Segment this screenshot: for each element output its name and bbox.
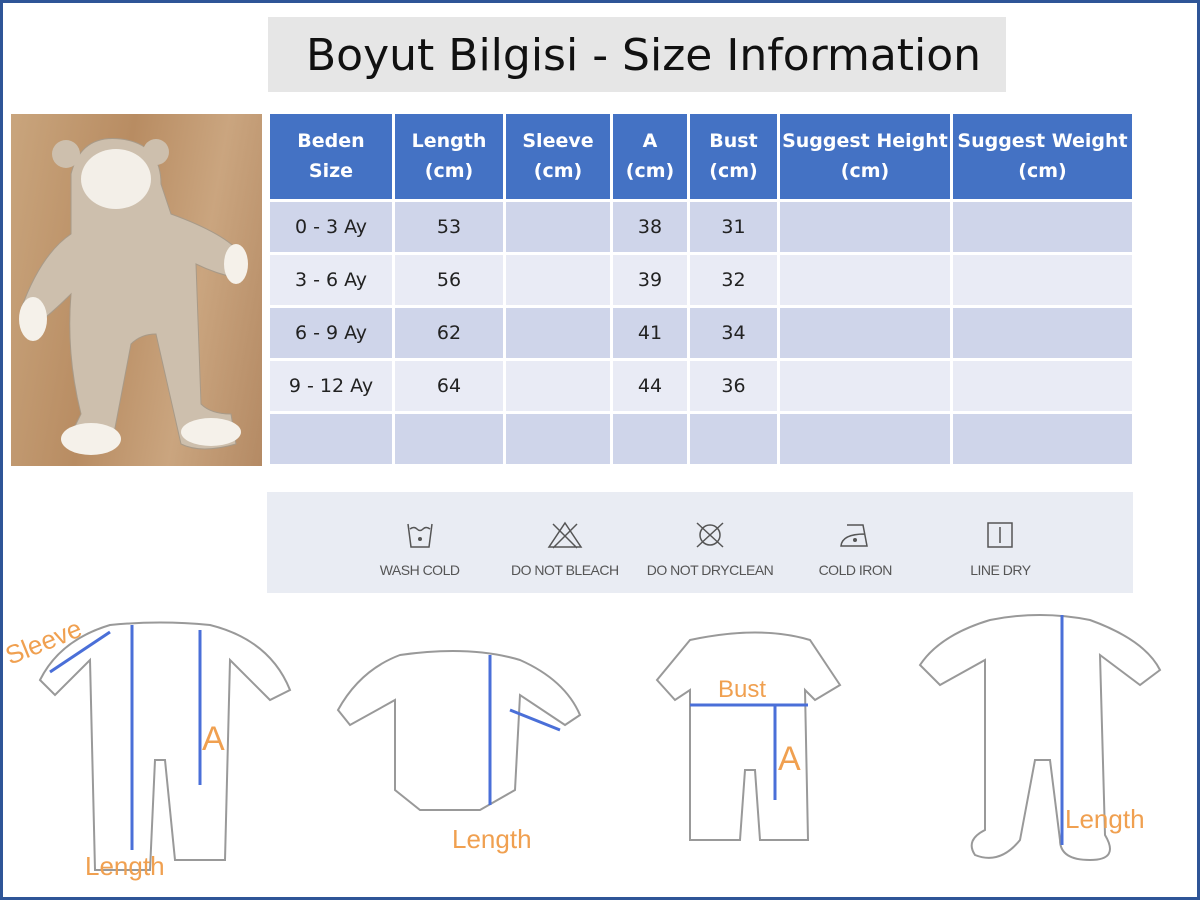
table-cell [950,357,1135,414]
table-cell [503,198,613,255]
header-length: Length (cm) [392,114,506,202]
sleeve-measure-line [509,708,561,732]
table-cell [503,251,613,308]
header-bust: Bust (cm) [687,114,780,202]
length-label: Length [1065,804,1145,834]
table-cell [950,304,1135,361]
table-cell [950,251,1135,308]
table-cell: 3 - 6 Ay [267,251,395,308]
table-cell: 64 [392,357,506,414]
table-cell [777,357,953,414]
size-table: Beden Size Length (cm) Sleeve (cm) A (cm) Bu… [267,114,1135,467]
table-cell: 41 [610,304,690,361]
length-label: Length [452,824,532,854]
cold-iron-icon [840,524,869,547]
table-cell: 38 [610,198,690,255]
table-cell [610,410,690,467]
table-cell: 0 - 3 Ay [267,198,395,255]
table-cell: 39 [610,251,690,308]
table-cell [777,410,953,467]
do-not-bleach-icon [547,521,583,549]
table-header-row: Beden Size Length (cm) Sleeve (cm) A (cm) Bu… [267,114,1135,202]
table-row: 6 - 9 Ay 62 41 34 [267,304,1135,361]
bust-label: Bust [718,676,766,703]
a-label: A [778,740,801,778]
care-label: DO NOT BLEACH [511,562,619,578]
header-suggest-height: Suggest Height (cm) [777,114,953,202]
sleeve-label: Sleeve [1,613,86,671]
table-row: 9 - 12 Ay 64 44 36 [267,357,1135,414]
table-cell: 31 [687,198,780,255]
footed-sleeper-outline [918,614,1162,862]
table-cell [267,410,395,467]
table-cell: 44 [610,357,690,414]
table-cell [687,410,780,467]
wash-cold-icon [406,523,433,548]
line-dry-icon [987,522,1014,548]
table-row: 0 - 3 Ay 53 38 31 [267,198,1135,255]
header-sleeve: Sleeve (cm) [503,114,613,202]
table-cell [503,304,613,361]
table-cell: 9 - 12 Ay [267,357,395,414]
table-cell [392,410,506,467]
sleeve-measure-line [49,630,111,674]
table-cell [503,410,613,467]
product-photo [11,114,262,466]
table-cell [503,357,613,414]
length-label: Length [85,851,165,881]
table-cell [777,198,953,255]
measurement-diagrams: Sleeve A Length Length Bust A Length [1,613,1162,881]
care-line-dry: LINE DRY [928,492,1073,593]
table-row: 3 - 6 Ay 56 39 32 [267,251,1135,308]
a-label: A [202,720,225,758]
table-cell: 53 [392,198,506,255]
care-label: COLD IRON [818,562,893,578]
care-label: LINE DRY [970,562,1031,578]
table-cell: 6 - 9 Ay [267,304,395,361]
table-cell [777,304,953,361]
bodysuit-outline [336,650,582,811]
table-cell [950,410,1135,467]
header-suggest-weight: Suggest Weight (cm) [950,114,1135,202]
table-cell: 56 [392,251,506,308]
care-do-not-dryclean: DO NOT DRYCLEAN [637,492,782,593]
table-cell: 36 [687,357,780,414]
care-instructions: WASH COLD DO NOT BLEACH DO NOT DRYCLEAN … [267,492,1133,593]
do-not-dryclean-icon [696,522,724,548]
table-row [267,410,1135,467]
table-cell [777,251,953,308]
header-size: Beden Size [267,114,395,202]
romper-long-sleeve-outline [38,621,292,871]
care-wash-cold: WASH COLD [347,492,492,593]
care-do-not-bleach: DO NOT BLEACH [492,492,637,593]
header-a: A (cm) [610,114,690,202]
page-title: Boyut Bilgisi - Size Information [268,17,1006,92]
care-label: DO NOT DRYCLEAN [646,562,774,578]
table-cell: 32 [687,251,780,308]
table-cell [950,198,1135,255]
table-cell: 62 [392,304,506,361]
care-label: WASH COLD [379,562,460,578]
romper-short-sleeve-outline [655,631,842,841]
care-cold-iron: COLD IRON [783,492,928,593]
table-cell: 34 [687,304,780,361]
